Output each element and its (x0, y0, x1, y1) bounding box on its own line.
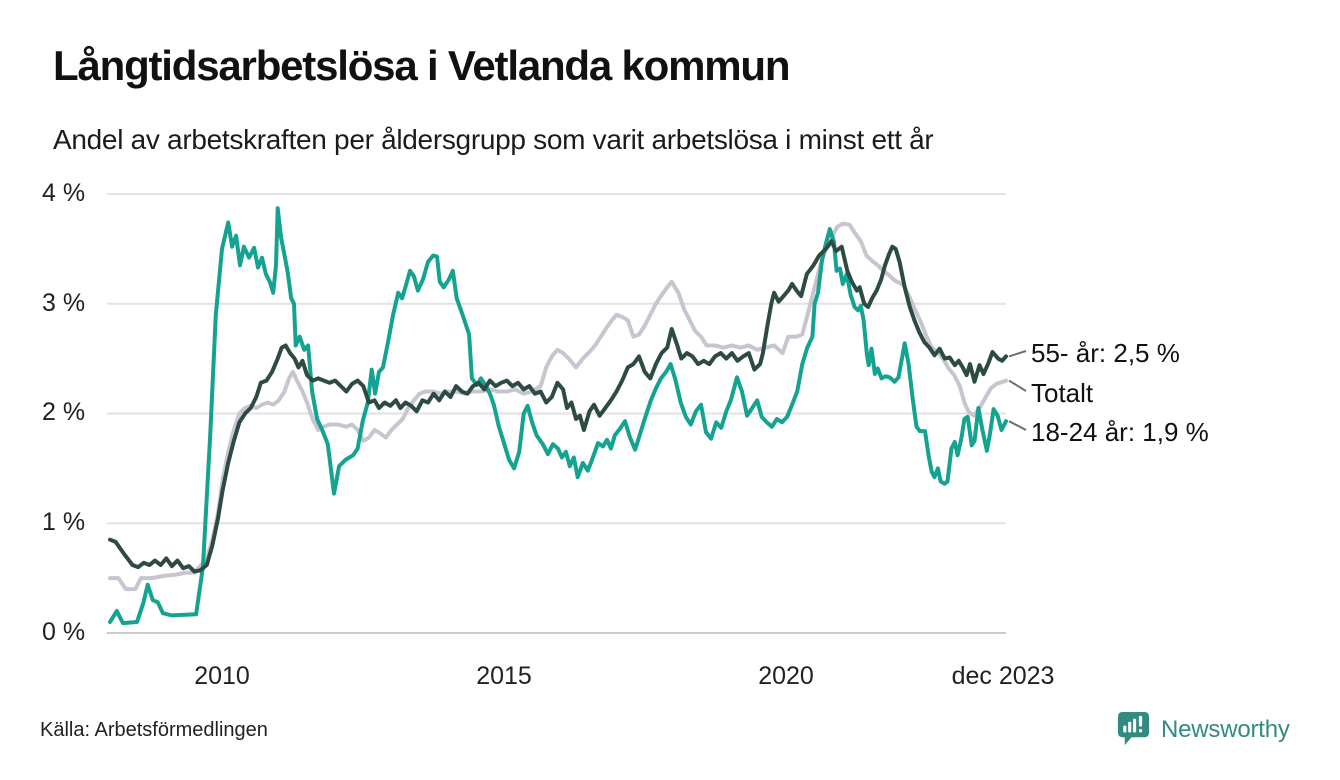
y-axis-tick-label: 2 % (42, 398, 86, 426)
x-axis-tick-label: 2015 (476, 662, 532, 690)
label-connector-tick (1008, 420, 1027, 431)
y-axis-tick-label: 1 % (42, 508, 86, 536)
y-axis-tick-label: 4 % (42, 179, 86, 207)
x-axis-tick-label: 2010 (194, 662, 250, 690)
series-end-label-55-ar: 55- år: 2,5 % (1031, 338, 1180, 368)
series-end-label-18-24-ar: 18-24 år: 1,9 % (1031, 417, 1209, 447)
series-line-Totalt (108, 221, 1008, 592)
newsworthy-logo: Newsworthy (1115, 709, 1290, 750)
page-title: Långtidsarbetslösa i Vetlanda kommun (53, 42, 791, 89)
gridlines (107, 193, 1006, 634)
newsworthy-bubble-chart-icon (1115, 709, 1152, 750)
label-connector-tick (1008, 379, 1027, 392)
source-note: Källa: Arbetsförmedlingen (40, 719, 268, 741)
y-axis-tick-label: 0 % (42, 618, 86, 646)
series-end-label-totalt: Totalt (1031, 378, 1094, 408)
newsworthy-wordmark: Newsworthy (1161, 715, 1290, 743)
y-axis-tick-label: 3 % (42, 289, 86, 317)
series-line-18-24-år (108, 206, 1008, 626)
page-subtitle: Andel av arbetskraften per åldersgrupp s… (53, 124, 934, 155)
series-line-55--år (108, 239, 1008, 574)
x-axis-tick-label: dec 2023 (951, 662, 1055, 690)
label-connector-tick (1008, 350, 1027, 358)
x-axis-tick-label: 2020 (758, 662, 814, 690)
